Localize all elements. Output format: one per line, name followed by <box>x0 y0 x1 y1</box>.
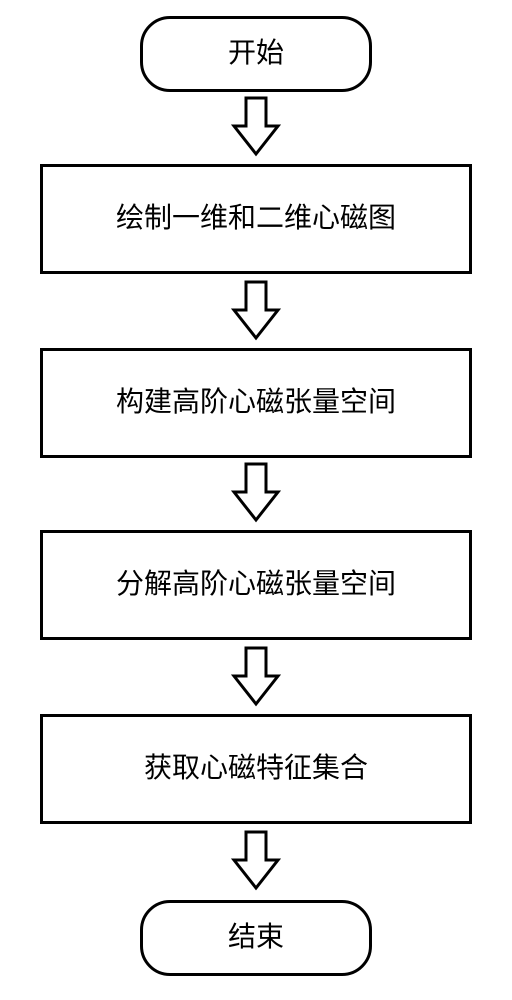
step-label: 绘制一维和二维心磁图 <box>116 201 396 237</box>
step-label: 构建高阶心磁张量空间 <box>116 385 396 421</box>
end-label: 结束 <box>228 920 284 956</box>
step-node: 构建高阶心磁张量空间 <box>40 348 472 458</box>
arrow-down-icon <box>226 280 286 342</box>
step-node: 分解高阶心磁张量空间 <box>40 530 472 640</box>
start-label: 开始 <box>228 36 284 72</box>
arrow-down-icon <box>226 96 286 158</box>
arrow-down-icon <box>226 462 286 524</box>
start-node: 开始 <box>140 16 372 92</box>
arrow-down-icon <box>226 830 286 892</box>
step-node: 获取心磁特征集合 <box>40 714 472 824</box>
arrow-down-icon <box>226 646 286 708</box>
end-node: 结束 <box>140 900 372 976</box>
step-node: 绘制一维和二维心磁图 <box>40 164 472 274</box>
step-label: 分解高阶心磁张量空间 <box>116 567 396 603</box>
step-label: 获取心磁特征集合 <box>144 751 368 787</box>
flowchart-canvas: 开始 绘制一维和二维心磁图 构建高阶心磁张量空间 分解高阶心磁张量空间 获取心磁… <box>0 0 512 1000</box>
